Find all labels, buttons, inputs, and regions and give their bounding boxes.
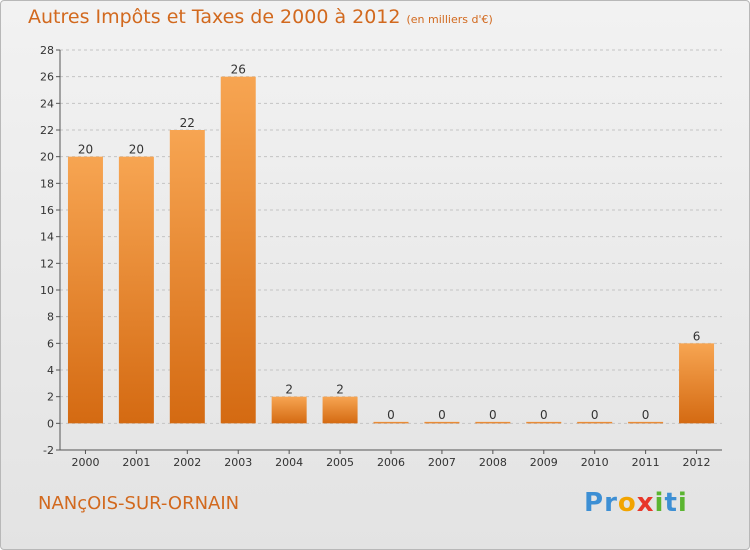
x-tick-label: 2001 xyxy=(122,456,150,469)
bar xyxy=(271,396,307,424)
grid-lines xyxy=(60,49,722,451)
bar xyxy=(577,421,613,424)
data-label: 0 xyxy=(387,408,395,422)
y-tick-label: 22 xyxy=(40,124,54,137)
bar xyxy=(322,396,358,424)
chart-title: Autres Impôts et Taxes de 2000 à 2012 (en… xyxy=(28,6,493,28)
logo-letter: P xyxy=(584,488,605,518)
data-label: 2 xyxy=(336,383,344,397)
x-tick-label: 2009 xyxy=(530,456,558,469)
data-label: 0 xyxy=(540,408,548,422)
y-tick-label: 0 xyxy=(47,417,54,430)
bar xyxy=(424,421,460,424)
chart-title-text: Autres Impôts et Taxes de 2000 à 2012 xyxy=(28,6,401,28)
y-tick-label: 10 xyxy=(40,284,54,297)
logo-letter: x xyxy=(636,488,655,518)
data-label: 22 xyxy=(180,116,195,130)
bar xyxy=(526,421,562,424)
data-label: 0 xyxy=(642,408,650,422)
logo-letter: o xyxy=(617,488,637,518)
y-tick-label: 12 xyxy=(40,257,54,270)
logo-letter: r xyxy=(604,488,618,518)
bar xyxy=(169,130,205,424)
bars xyxy=(67,76,715,424)
x-tick-label: 2010 xyxy=(581,456,609,469)
data-label: 26 xyxy=(231,63,246,77)
y-tick-label: 18 xyxy=(40,177,54,190)
logo-letter: i xyxy=(677,488,688,518)
data-label: 0 xyxy=(489,408,497,422)
data-label: 0 xyxy=(438,408,446,422)
bar xyxy=(67,156,103,424)
x-tick-label: 2008 xyxy=(479,456,507,469)
x-tick-label: 2005 xyxy=(326,456,354,469)
data-label: 20 xyxy=(129,143,144,157)
y-tick-label: 28 xyxy=(40,44,54,57)
y-tick-label: 4 xyxy=(47,364,54,377)
bar xyxy=(679,343,715,424)
bar xyxy=(628,421,664,424)
data-label: 20 xyxy=(78,143,93,157)
data-label: 0 xyxy=(591,408,599,422)
commune-name: NANçOIS-SUR-ORNAIN xyxy=(38,493,240,514)
bar xyxy=(118,156,154,424)
y-tick-label: 6 xyxy=(47,337,54,350)
x-tick-label: 2002 xyxy=(173,456,201,469)
y-tick-label: 2 xyxy=(47,391,54,404)
x-tick-label: 2012 xyxy=(683,456,711,469)
y-tick-label: 24 xyxy=(40,97,54,110)
labels: -202468101214161820222426282000202001202… xyxy=(40,44,711,469)
logo-letter: i xyxy=(654,488,665,518)
y-tick-label: 26 xyxy=(40,71,54,84)
bar xyxy=(373,421,409,424)
chart-subtitle: (en milliers d'€) xyxy=(406,13,493,26)
x-tick-label: 2000 xyxy=(71,456,99,469)
x-tick-label: 2006 xyxy=(377,456,405,469)
x-tick-label: 2011 xyxy=(632,456,660,469)
y-tick-label: -2 xyxy=(43,444,54,457)
data-label: 2 xyxy=(285,383,293,397)
axes xyxy=(56,49,722,454)
bar xyxy=(475,421,511,424)
x-tick-label: 2003 xyxy=(224,456,252,469)
logo-letter: t xyxy=(664,488,678,518)
bar xyxy=(220,76,256,424)
y-tick-label: 14 xyxy=(40,231,54,244)
data-label: 6 xyxy=(693,329,701,343)
y-tick-label: 20 xyxy=(40,151,54,164)
y-tick-label: 16 xyxy=(40,204,54,217)
y-tick-label: 8 xyxy=(47,311,54,324)
x-tick-label: 2004 xyxy=(275,456,303,469)
x-tick-label: 2007 xyxy=(428,456,456,469)
proxiti-logo[interactable]: Proxiti xyxy=(584,488,688,518)
